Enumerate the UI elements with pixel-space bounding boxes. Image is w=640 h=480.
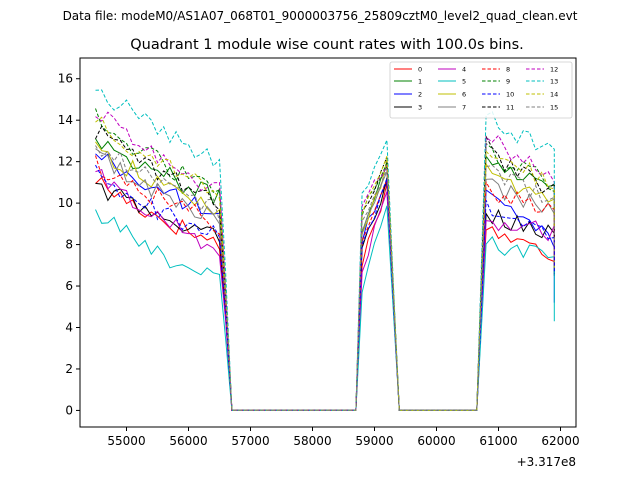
legend-label-12: 12 — [550, 66, 558, 74]
x-tick-label: 57000 — [231, 434, 269, 448]
series-line-13 — [95, 89, 555, 411]
x-tick-label: 61000 — [479, 434, 517, 448]
x-tick-label: 60000 — [417, 434, 455, 448]
legend-label-11: 11 — [506, 104, 514, 112]
legend-label-4: 4 — [462, 66, 466, 74]
y-tick-label: 0 — [65, 403, 73, 417]
y-tick-label: 14 — [58, 113, 73, 127]
legend-label-0: 0 — [418, 66, 422, 74]
legend-label-9: 9 — [506, 78, 510, 86]
y-tick-label: 4 — [65, 320, 73, 334]
y-tick-label: 6 — [65, 279, 73, 293]
legend-label-15: 15 — [550, 104, 558, 112]
x-axis-ticks: 55000 56000 57000 58000 59000 60000 61000 62000 — [107, 427, 580, 448]
legend-label-10: 10 — [506, 91, 514, 99]
legend-label-1: 1 — [418, 78, 422, 86]
plot-area: 55000 56000 57000 58000 59000 60000 61000 62000… — [58, 57, 580, 448]
legend-label-14: 14 — [550, 91, 558, 99]
y-tick-label: 10 — [58, 196, 73, 210]
series-line-14 — [95, 116, 555, 411]
x-tick-label: 58000 — [293, 434, 331, 448]
x-axis-offset-label: +3.317e8 — [517, 455, 576, 469]
legend-label-6: 6 — [462, 91, 466, 99]
x-tick-label: 62000 — [541, 434, 579, 448]
figure-suptitle: Data file: modeM0/AS1A07_068T01_90000037… — [63, 9, 578, 23]
y-tick-label: 16 — [58, 72, 73, 86]
y-axis-ticks: 0 2 4 6 8 10 12 14 16 — [58, 72, 80, 417]
chart-title: Quadrant 1 module wise count rates with … — [130, 37, 524, 53]
x-tick-label: 56000 — [169, 434, 207, 448]
series-line-12 — [95, 111, 555, 411]
series-line-9 — [95, 108, 555, 411]
legend-label-3: 3 — [418, 104, 422, 112]
series-line-15 — [95, 145, 555, 411]
legend-label-5: 5 — [462, 78, 466, 86]
axes-frame — [79, 57, 577, 428]
y-tick-label: 12 — [58, 155, 73, 169]
series-layer — [95, 89, 555, 411]
y-tick-label: 8 — [65, 238, 73, 252]
legend-label-7: 7 — [462, 104, 466, 112]
legend-box — [389, 61, 573, 119]
legend-label-13: 13 — [550, 78, 558, 86]
legend-label-2: 2 — [418, 91, 422, 99]
x-tick-label: 55000 — [107, 434, 145, 448]
x-tick-label: 59000 — [355, 434, 393, 448]
axes-background — [80, 58, 576, 427]
legend-label-8: 8 — [506, 66, 510, 74]
y-tick-label: 2 — [65, 362, 73, 376]
